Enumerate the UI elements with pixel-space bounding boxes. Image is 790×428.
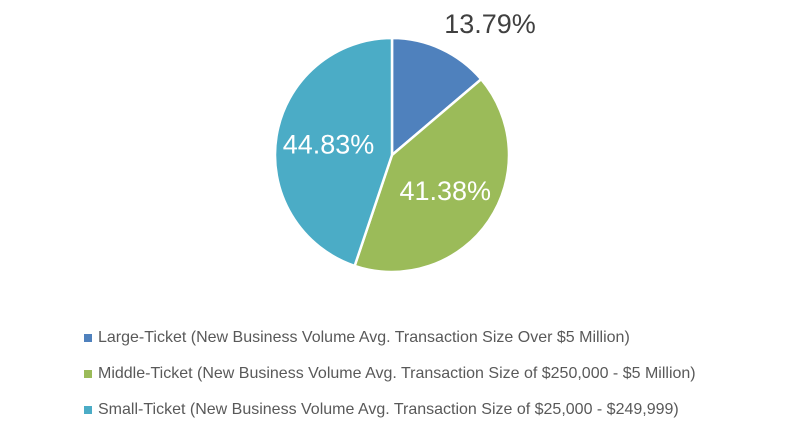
legend-item-middle: Middle-Ticket (New Business Volume Avg. …	[84, 356, 696, 392]
pie-slice-middle	[353, 77, 511, 274]
pie-slice-small	[273, 36, 394, 268]
legend-label-middle: Middle-Ticket (New Business Volume Avg. …	[98, 365, 696, 382]
legend-swatch-large	[84, 334, 92, 342]
pie-slice-large	[390, 36, 483, 158]
data-label-small: 44.83%	[283, 130, 375, 160]
legend-label-small: Small-Ticket (New Business Volume Avg. T…	[98, 401, 679, 418]
legend-item-large: Large-Ticket (New Business Volume Avg. T…	[84, 320, 696, 356]
data-label-large: 13.79%	[444, 9, 536, 39]
data-label-middle: 41.38%	[399, 176, 491, 206]
legend-swatch-small	[84, 406, 92, 414]
legend-label-large: Large-Ticket (New Business Volume Avg. T…	[98, 329, 630, 346]
legend: Large-Ticket (New Business Volume Avg. T…	[84, 320, 696, 428]
legend-swatch-middle	[84, 370, 92, 378]
legend-item-small: Small-Ticket (New Business Volume Avg. T…	[84, 392, 696, 428]
